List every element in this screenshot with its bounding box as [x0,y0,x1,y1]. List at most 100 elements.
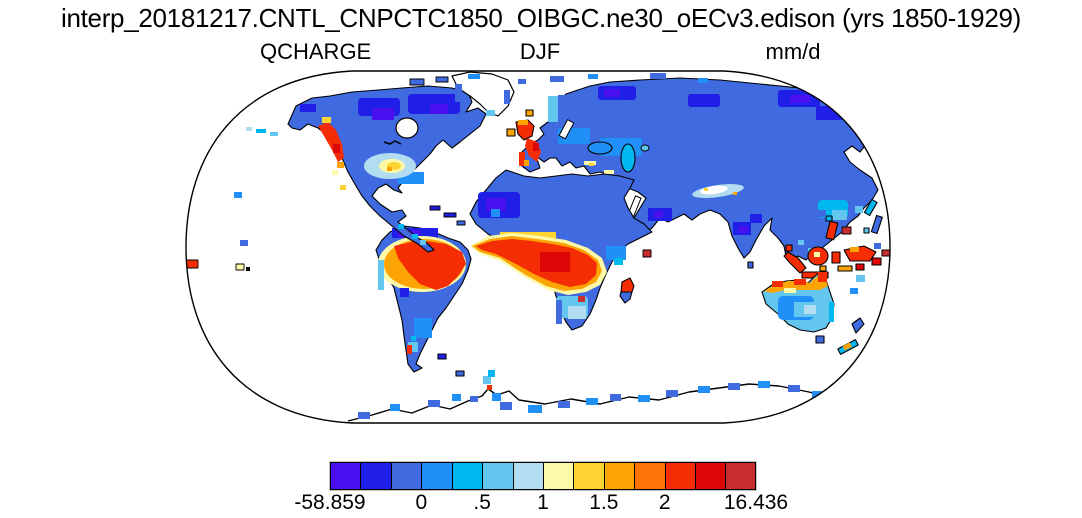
map-shape [698,78,708,83]
map-shape [333,144,340,153]
antarctica-coast-cells [358,370,844,419]
map-shape [786,245,792,251]
madagascar-north [621,278,634,292]
antarctica [348,370,856,421]
british-isles [507,120,534,140]
variable-label: QCHARGE [260,39,372,64]
map-shape [832,210,847,220]
map-shape [606,246,626,260]
north-america [288,86,486,252]
map-shape [492,393,501,401]
map-shape [430,104,448,114]
map-shape [604,170,614,174]
japan [864,199,882,233]
map-shape [750,214,762,223]
map-shape [638,395,650,402]
map-shape [798,240,804,245]
map-shape [588,74,598,79]
map-shape [256,129,266,133]
south-america [376,226,471,376]
map-shape [688,94,720,107]
map-shape [428,400,440,407]
amazon-red-core [394,240,466,290]
colorbar-tick-label: 1 [537,491,549,514]
colorbar-cell [664,462,696,490]
map-shape [533,143,539,151]
map-shape [704,188,708,191]
colorbar [330,462,756,490]
map-shape [871,215,882,233]
map-shape [528,405,542,413]
map-shape [614,258,623,265]
black-sea [588,142,612,154]
colorbar-cell [695,462,726,490]
map-shape [234,192,242,198]
map-shape [390,404,400,411]
colorbar-cell [725,462,756,490]
map-shape [568,306,586,319]
map-shape [486,110,495,116]
map-shape [829,302,834,322]
map-shape [850,288,858,294]
map-shape [842,342,852,351]
colorbar-cell [482,462,513,490]
map-shape [540,252,570,272]
colorbar-cell [330,462,361,490]
map-shape [666,390,678,397]
colorbar-tick-labels: -58.859 0 .5 1 1.5 2 16.436 [294,491,788,517]
map-shape [387,167,392,171]
map-shape [826,216,832,221]
units-label: mm/d [765,39,821,64]
great-lakes [384,141,401,144]
map-shape [457,221,465,225]
greenland [452,72,514,116]
map-shape [882,250,890,256]
aral-sea [641,145,649,151]
map-shape [438,354,446,359]
colorbar-cell [634,462,665,490]
map-shape [728,383,740,390]
map-shape [818,272,827,282]
map-shape [352,120,382,146]
congo-red-core [476,239,597,287]
season-label: DJF [519,39,561,64]
map-shape [856,264,864,270]
philippines [826,221,838,239]
colorbar-cell [603,462,635,490]
map-shape [410,79,424,85]
map-shape [733,192,737,195]
map-shape [540,182,600,204]
map-shape [378,260,384,290]
map-shape [470,396,478,402]
map-shape [518,120,528,125]
map-shape [842,227,851,234]
colorbar-tick-label: 0 [415,491,428,514]
map-shape [524,160,529,166]
sumatra [784,252,806,273]
map-shape [739,226,748,233]
map-shape [758,381,770,388]
map-shape [788,385,800,392]
map-shape [526,110,533,116]
map-shape [864,228,869,233]
map-shape [486,198,506,211]
map-shape [790,95,810,103]
map-shape [872,258,881,265]
map-shape [832,399,844,406]
map-shape [408,342,418,352]
colorbar-cell [390,462,422,490]
map-shape [578,296,585,302]
map-shape [504,90,510,104]
map-shape [794,279,806,285]
map-shape [483,376,491,384]
map-shape [372,108,394,120]
colorbar-cell [451,462,483,490]
colorbar-cell [512,462,543,490]
colorbar-tick-label: 1.5 [589,491,619,514]
map-shape [730,150,780,172]
map-shape [556,300,562,324]
map-shape [700,185,728,195]
map-shape [487,385,492,390]
colorbar-cell [573,462,604,490]
